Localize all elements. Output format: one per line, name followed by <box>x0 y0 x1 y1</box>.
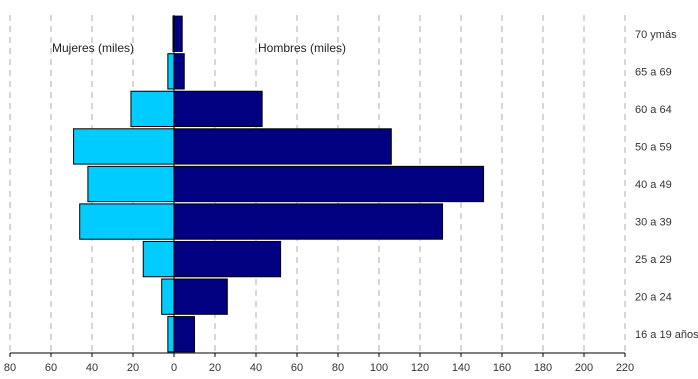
series-label-mujeres: Mujeres (miles) <box>52 41 134 55</box>
category-label: 40 a 49 <box>635 179 672 191</box>
bar-hombres <box>173 53 185 90</box>
category-label: 50 a 59 <box>635 141 672 153</box>
bar-mujeres <box>142 240 175 278</box>
bar-mujeres <box>79 203 175 240</box>
x-tick-label: 220 <box>616 362 634 374</box>
x-tick-label: 40 <box>250 362 262 374</box>
bar-mujeres <box>161 278 175 315</box>
category-labels: 16 a 19 años 20 a 24 25 a 29 30 a 39 40 a 49… <box>635 29 698 341</box>
x-ticks: 80 60 40 20 0 20 40 60 80 100 120 140 160 180 200 220 <box>4 353 634 374</box>
x-tick-label: 200 <box>575 362 593 374</box>
x-tick-label: 80 <box>332 362 344 374</box>
bar-hombres <box>173 203 444 240</box>
x-tick-label: 0 <box>171 362 177 374</box>
x-tick-label: 60 <box>291 362 303 374</box>
bar-hombres <box>173 316 195 353</box>
category-label: 60 a 64 <box>635 104 672 116</box>
bar-mujeres <box>73 128 175 165</box>
x-tick-label: 20 <box>209 362 221 374</box>
bar-mujeres <box>130 90 175 128</box>
x-tick-label: 20 <box>127 362 139 374</box>
x-tick-label: 100 <box>370 362 388 374</box>
bar-mujeres <box>167 53 175 90</box>
category-label: 65 a 69 <box>635 66 672 78</box>
bar-mujeres <box>167 316 175 353</box>
category-label: 30 a 39 <box>635 217 672 229</box>
x-tick-label: 120 <box>411 362 429 374</box>
bars <box>73 15 485 353</box>
x-tick-label: 140 <box>452 362 470 374</box>
bar-hombres <box>173 165 485 203</box>
series-label-hombres: Hombres (miles) <box>258 41 346 55</box>
bar-hombres <box>173 90 263 128</box>
x-tick-label: 160 <box>493 362 511 374</box>
bar-hombres <box>173 15 183 52</box>
x-tick-label: 60 <box>45 362 57 374</box>
x-tick-label: 180 <box>534 362 552 374</box>
category-label: 16 a 19 años <box>635 329 698 341</box>
category-label: 20 a 24 <box>635 292 672 304</box>
category-label: 25 a 29 <box>635 254 672 266</box>
x-tick-label: 80 <box>4 362 16 374</box>
bar-hombres <box>173 128 392 165</box>
bar-hombres <box>173 240 282 278</box>
category-label: 70 ymás <box>635 29 677 41</box>
bar-mujeres <box>87 165 175 203</box>
x-tick-label: 40 <box>86 362 98 374</box>
bar-hombres <box>173 278 228 315</box>
